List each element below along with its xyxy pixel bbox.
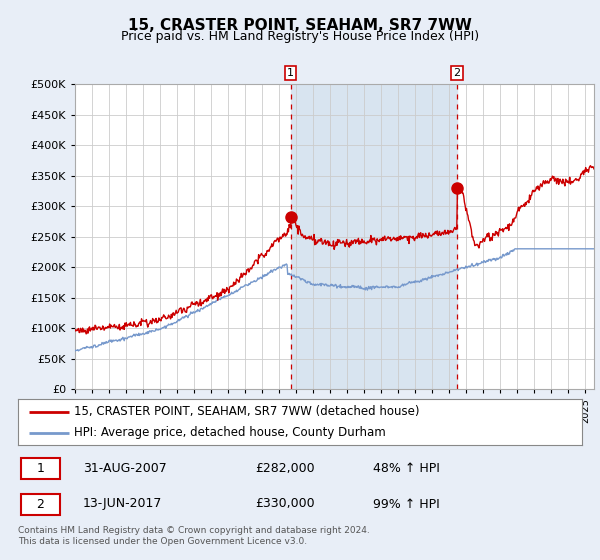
Text: HPI: Average price, detached house, County Durham: HPI: Average price, detached house, Coun… <box>74 426 386 439</box>
Text: Contains HM Land Registry data © Crown copyright and database right 2024.
This d: Contains HM Land Registry data © Crown c… <box>18 526 370 546</box>
Text: 1: 1 <box>37 461 44 475</box>
Text: 15, CRASTER POINT, SEAHAM, SR7 7WW: 15, CRASTER POINT, SEAHAM, SR7 7WW <box>128 18 472 33</box>
FancyBboxPatch shape <box>21 494 60 515</box>
Text: 2: 2 <box>37 497 44 511</box>
Text: 2: 2 <box>454 68 461 78</box>
Text: 99% ↑ HPI: 99% ↑ HPI <box>373 497 440 511</box>
Text: 31-AUG-2007: 31-AUG-2007 <box>83 461 167 475</box>
Text: £330,000: £330,000 <box>255 497 314 511</box>
Text: 1: 1 <box>287 68 294 78</box>
Text: Price paid vs. HM Land Registry's House Price Index (HPI): Price paid vs. HM Land Registry's House … <box>121 30 479 43</box>
Text: 15, CRASTER POINT, SEAHAM, SR7 7WW (detached house): 15, CRASTER POINT, SEAHAM, SR7 7WW (deta… <box>74 405 420 418</box>
Text: 13-JUN-2017: 13-JUN-2017 <box>83 497 162 511</box>
Text: £282,000: £282,000 <box>255 461 314 475</box>
Bar <box>290 84 457 389</box>
FancyBboxPatch shape <box>21 459 60 479</box>
Text: 48% ↑ HPI: 48% ↑ HPI <box>373 461 440 475</box>
